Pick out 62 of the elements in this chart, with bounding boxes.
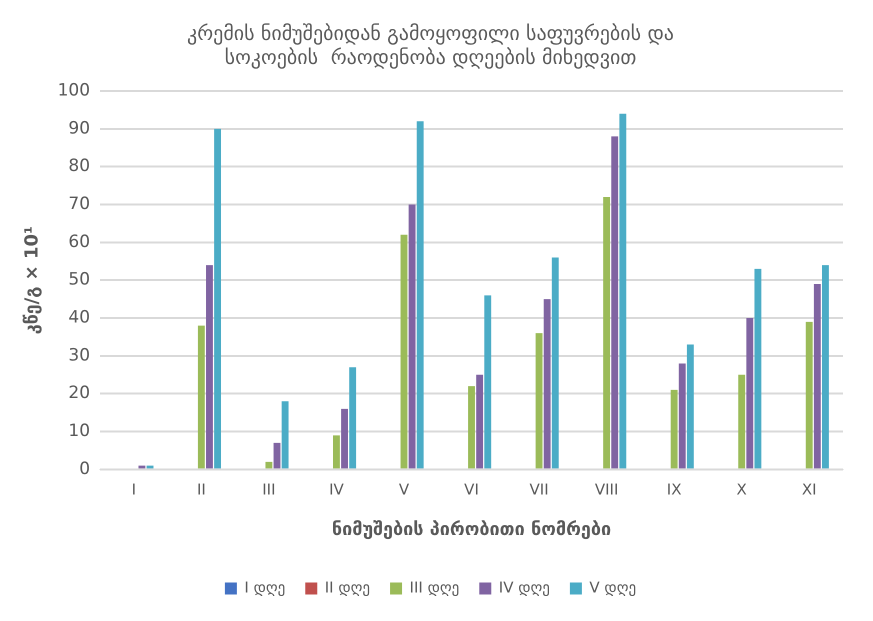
bar (416, 121, 424, 468)
y-tick-label: 50 (68, 270, 90, 290)
legend-label: III დღე (410, 578, 460, 596)
y-tick-label: 70 (68, 194, 90, 214)
bar (484, 295, 492, 468)
bar (611, 136, 618, 468)
y-axis-title: კწე/გ × 10¹ (21, 226, 42, 334)
chart-title: კრემის ნიმუშებიდან გამოყოფილი საფუვრების და სოკოების რაოდენობა დღეების მიხედვით (187, 21, 674, 70)
bar (814, 284, 821, 468)
y-tick-label: 20 (68, 383, 90, 404)
x-axis-title: ნიმუშების პირობითი ნომრები (332, 518, 612, 540)
x-tick-label: VIII (594, 480, 618, 498)
bar (282, 401, 289, 468)
legend-label: I დღე (244, 578, 286, 596)
bar (341, 408, 348, 468)
bar (738, 374, 746, 468)
bar (822, 265, 829, 468)
x-tick-label: V (398, 480, 410, 498)
y-tick-label: 80 (68, 156, 90, 176)
bar (754, 268, 762, 468)
x-tick-label: III (262, 480, 276, 498)
bar (746, 318, 754, 468)
legend-label: IV დღე (498, 578, 550, 596)
x-tick-label: XI (802, 480, 817, 498)
bar (678, 363, 686, 468)
x-tick-label: VII (530, 480, 549, 498)
y-tick-label: 0 (79, 458, 90, 479)
x-tick-label: II (196, 480, 206, 498)
bar (400, 234, 408, 468)
bar (146, 466, 154, 468)
bar (332, 435, 340, 468)
x-tick-label: I (132, 480, 136, 498)
y-tick-label: 60 (68, 232, 90, 252)
bar (670, 390, 678, 468)
bar (349, 367, 356, 468)
x-tick-label: VI (464, 480, 479, 498)
bar (214, 128, 222, 468)
bar (274, 442, 280, 468)
bar (476, 374, 484, 468)
bar (206, 265, 213, 468)
bar (603, 196, 610, 468)
bar (686, 344, 694, 468)
legend-label: V დღე (589, 578, 636, 596)
y-tick-label: 100 (58, 80, 90, 100)
x-tick-label: IX (666, 480, 682, 498)
bar (619, 114, 626, 468)
y-tick-label: 90 (68, 118, 90, 138)
legend-label: II დღე (324, 578, 370, 596)
bar (468, 386, 475, 468)
bar (552, 257, 559, 468)
x-tick-label: IV (329, 480, 345, 498)
bar (536, 333, 543, 468)
bar (806, 322, 813, 468)
bar (408, 204, 416, 468)
bar (265, 462, 272, 468)
y-tick-label: 40 (68, 307, 90, 328)
bar (544, 299, 551, 468)
y-tick-label: 10 (68, 420, 90, 441)
y-tick-label: 30 (68, 345, 90, 366)
x-tick-label: X (736, 480, 747, 498)
bar (138, 466, 146, 468)
bar (198, 326, 205, 468)
